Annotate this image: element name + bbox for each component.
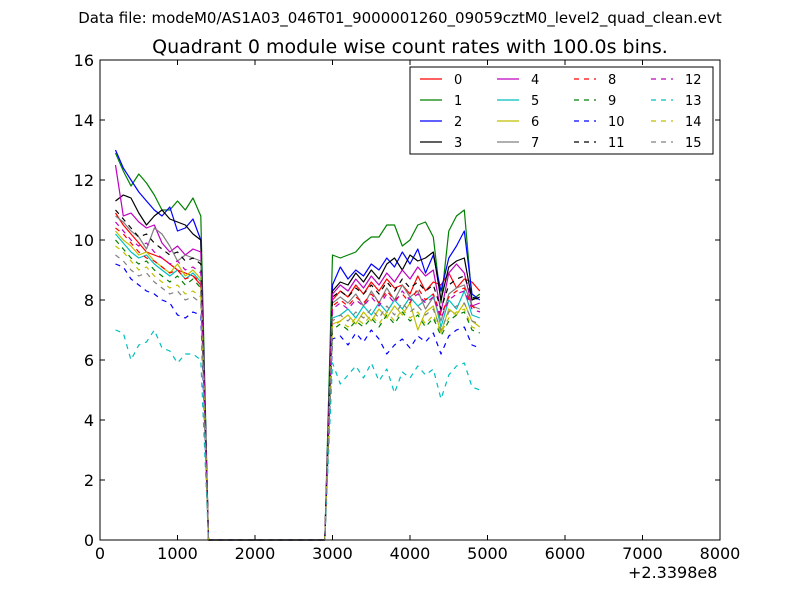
legend-label-6: 6 — [531, 115, 539, 130]
y-tick-label: 8 — [84, 291, 94, 310]
series-line-12 — [115, 221, 481, 541]
legend-label-3: 3 — [454, 136, 462, 151]
y-tick-label: 6 — [84, 351, 94, 370]
legend-label-5: 5 — [531, 94, 539, 109]
legend-label-7: 7 — [531, 136, 539, 151]
x-tick-label: 3000 — [312, 544, 353, 563]
series-line-2 — [114, 149, 481, 541]
series-line-10 — [115, 263, 481, 541]
data-file-suptitle: Data file: modeM0/AS1A03_046T01_90000012… — [78, 9, 722, 27]
legend-label-4: 4 — [531, 73, 539, 88]
y-tick-label: 14 — [74, 111, 94, 130]
x-tick-label: 0 — [95, 544, 105, 563]
legend-label-10: 10 — [608, 115, 625, 130]
y-tick-label: 4 — [84, 411, 94, 430]
legend-label-15: 15 — [685, 136, 702, 151]
series-line-15 — [115, 254, 481, 541]
y-tick-label: 16 — [74, 51, 94, 70]
legend-label-11: 11 — [608, 136, 625, 151]
x-tick-label: 1000 — [157, 544, 198, 563]
series-line-0 — [114, 212, 481, 541]
x-tick-label: 7000 — [622, 544, 663, 563]
legend-label-14: 14 — [685, 115, 702, 130]
series-line-4 — [114, 164, 481, 541]
series-line-13 — [115, 329, 481, 541]
x-tick-label: 4000 — [390, 544, 431, 563]
legend-label-2: 2 — [454, 115, 462, 130]
series-line-6 — [115, 230, 481, 541]
legend-label-9: 9 — [608, 94, 616, 109]
series-line-11 — [115, 209, 481, 541]
legend-label-8: 8 — [608, 73, 616, 88]
legend-label-12: 12 — [685, 73, 702, 88]
x-tick-label: 8000 — [700, 544, 741, 563]
series-line-8 — [115, 227, 481, 541]
legend-box — [409, 66, 714, 155]
x-offset-label: +2.3398e8 — [628, 563, 718, 582]
series-line-9 — [115, 239, 481, 541]
series-line-1 — [114, 152, 481, 541]
y-tick-label: 10 — [74, 231, 94, 250]
x-tick-label: 6000 — [545, 544, 586, 563]
series-line-5 — [115, 233, 481, 541]
legend-label-0: 0 — [454, 73, 462, 88]
chart-title: Quadrant 0 module wise count rates with … — [152, 36, 668, 58]
y-tick-label: 12 — [74, 171, 94, 190]
x-tick-label: 5000 — [467, 544, 508, 563]
legend-label-13: 13 — [685, 94, 702, 109]
x-tick-label: 2000 — [235, 544, 276, 563]
y-tick-label: 0 — [84, 531, 94, 550]
legend-label-1: 1 — [454, 94, 462, 109]
y-tick-label: 2 — [84, 471, 94, 490]
